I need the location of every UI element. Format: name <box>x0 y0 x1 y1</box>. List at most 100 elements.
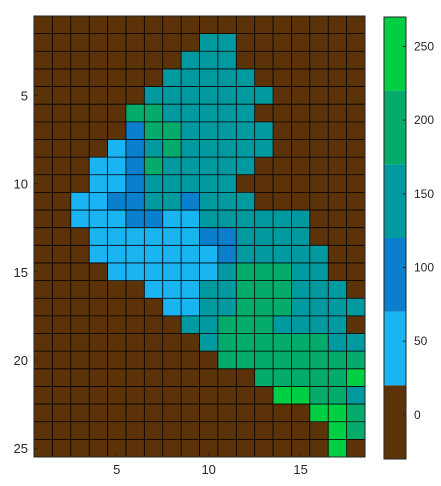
heatmap-cell <box>52 51 72 70</box>
heatmap-cell <box>346 16 366 34</box>
heatmap-cell <box>70 227 90 246</box>
heatmap-cell <box>107 139 127 158</box>
heatmap-cell <box>125 351 145 370</box>
heatmap-cell <box>181 280 200 299</box>
heatmap-cell <box>70 33 90 52</box>
heatmap-cells <box>34 16 366 458</box>
heatmap-cell <box>125 16 145 34</box>
heatmap-cell <box>162 86 182 105</box>
heatmap-cell <box>236 227 255 246</box>
heatmap-cell <box>107 386 127 405</box>
heatmap-cell <box>70 68 90 87</box>
heatmap-cell <box>254 298 274 317</box>
heatmap-cell <box>181 139 200 158</box>
heatmap-cell <box>52 333 72 352</box>
heatmap-cell <box>181 333 200 352</box>
heatmap-cell <box>107 351 127 370</box>
heatmap-cell <box>346 439 366 458</box>
heatmap-cell <box>254 262 274 281</box>
heatmap-cell <box>70 157 90 176</box>
colorbar-tick-label: 50 <box>414 334 428 348</box>
colorbar-bin <box>384 311 406 386</box>
heatmap-cell <box>89 227 108 246</box>
heatmap-cell <box>52 157 72 176</box>
heatmap-cell <box>199 139 219 158</box>
heatmap-cell <box>217 104 237 123</box>
heatmap-cell <box>34 86 53 105</box>
heatmap-cell <box>144 86 164 105</box>
heatmap-cell <box>309 280 329 299</box>
heatmap-cell <box>144 68 164 87</box>
heatmap-cell <box>346 174 366 193</box>
heatmap-cell <box>199 33 219 52</box>
heatmap-cell <box>217 262 237 281</box>
heatmap-cell <box>34 174 53 193</box>
heatmap-cell <box>309 104 329 123</box>
heatmap-cell <box>309 351 329 370</box>
heatmap-cell <box>52 245 72 264</box>
heatmap-cell <box>217 298 237 317</box>
colorbar-bin <box>384 164 406 238</box>
colorbar-tick-label: 100 <box>414 260 434 274</box>
colorbar-frame <box>383 16 407 460</box>
heatmap-cell <box>309 157 329 176</box>
heatmap-cell <box>52 298 72 317</box>
heatmap-cell <box>181 121 200 140</box>
heatmap-cell <box>52 33 72 52</box>
heatmap-cell <box>328 351 347 370</box>
heatmap-cell <box>144 245 164 264</box>
heatmap-cell <box>254 192 274 211</box>
heatmap-cell <box>254 404 274 423</box>
heatmap-cell <box>328 245 347 264</box>
heatmap-cell <box>162 227 182 246</box>
heatmap-cell <box>107 368 127 387</box>
heatmap-cell <box>328 439 347 458</box>
heatmap-cell <box>217 386 237 405</box>
heatmap-cell <box>199 439 219 458</box>
heatmap-cell <box>89 386 108 405</box>
heatmap-cell <box>125 262 145 281</box>
heatmap-cell <box>181 351 200 370</box>
heatmap-cell <box>273 210 292 228</box>
heatmap-cell <box>34 421 53 440</box>
heatmap-cell <box>144 192 164 211</box>
heatmap-cell <box>273 351 292 370</box>
heatmap-cell <box>346 68 366 87</box>
heatmap-cell <box>236 315 255 334</box>
x-axis: 5 10 15 <box>113 453 308 477</box>
heatmap-cell <box>217 192 237 211</box>
heatmap-cell <box>273 386 292 405</box>
heatmap-cell <box>328 33 347 52</box>
heatmap-cell <box>162 16 182 34</box>
heatmap-cell <box>52 121 72 140</box>
heatmap-cell <box>52 139 72 158</box>
heatmap-cell <box>291 439 311 458</box>
heatmap-cell <box>89 192 108 211</box>
heatmap-cell <box>273 174 292 193</box>
heatmap-cell <box>107 333 127 352</box>
heatmap-cell <box>52 280 72 299</box>
heatmap-cell <box>125 404 145 423</box>
heatmap-cell <box>273 227 292 246</box>
heatmap-cell <box>144 351 164 370</box>
heatmap-cell <box>89 16 108 34</box>
heatmap-cell <box>217 86 237 105</box>
heatmap-cell <box>273 421 292 440</box>
heatmap-cell <box>70 51 90 70</box>
heatmap-cell <box>236 210 255 228</box>
heatmap-cell <box>89 351 108 370</box>
heatmap-cell <box>70 121 90 140</box>
heatmap-cell <box>144 333 164 352</box>
heatmap-cell <box>254 439 274 458</box>
heatmap-cell <box>52 192 72 211</box>
heatmap-cell <box>346 421 366 440</box>
heatmap-cell <box>107 192 127 211</box>
heatmap-cell <box>309 421 329 440</box>
heatmap-cell <box>162 121 182 140</box>
heatmap-cell <box>34 51 53 70</box>
heatmap-cell <box>52 227 72 246</box>
heatmap-cell <box>144 104 164 123</box>
heatmap-cell <box>199 210 219 228</box>
heatmap-cell <box>162 280 182 299</box>
heatmap-cell <box>181 210 200 228</box>
